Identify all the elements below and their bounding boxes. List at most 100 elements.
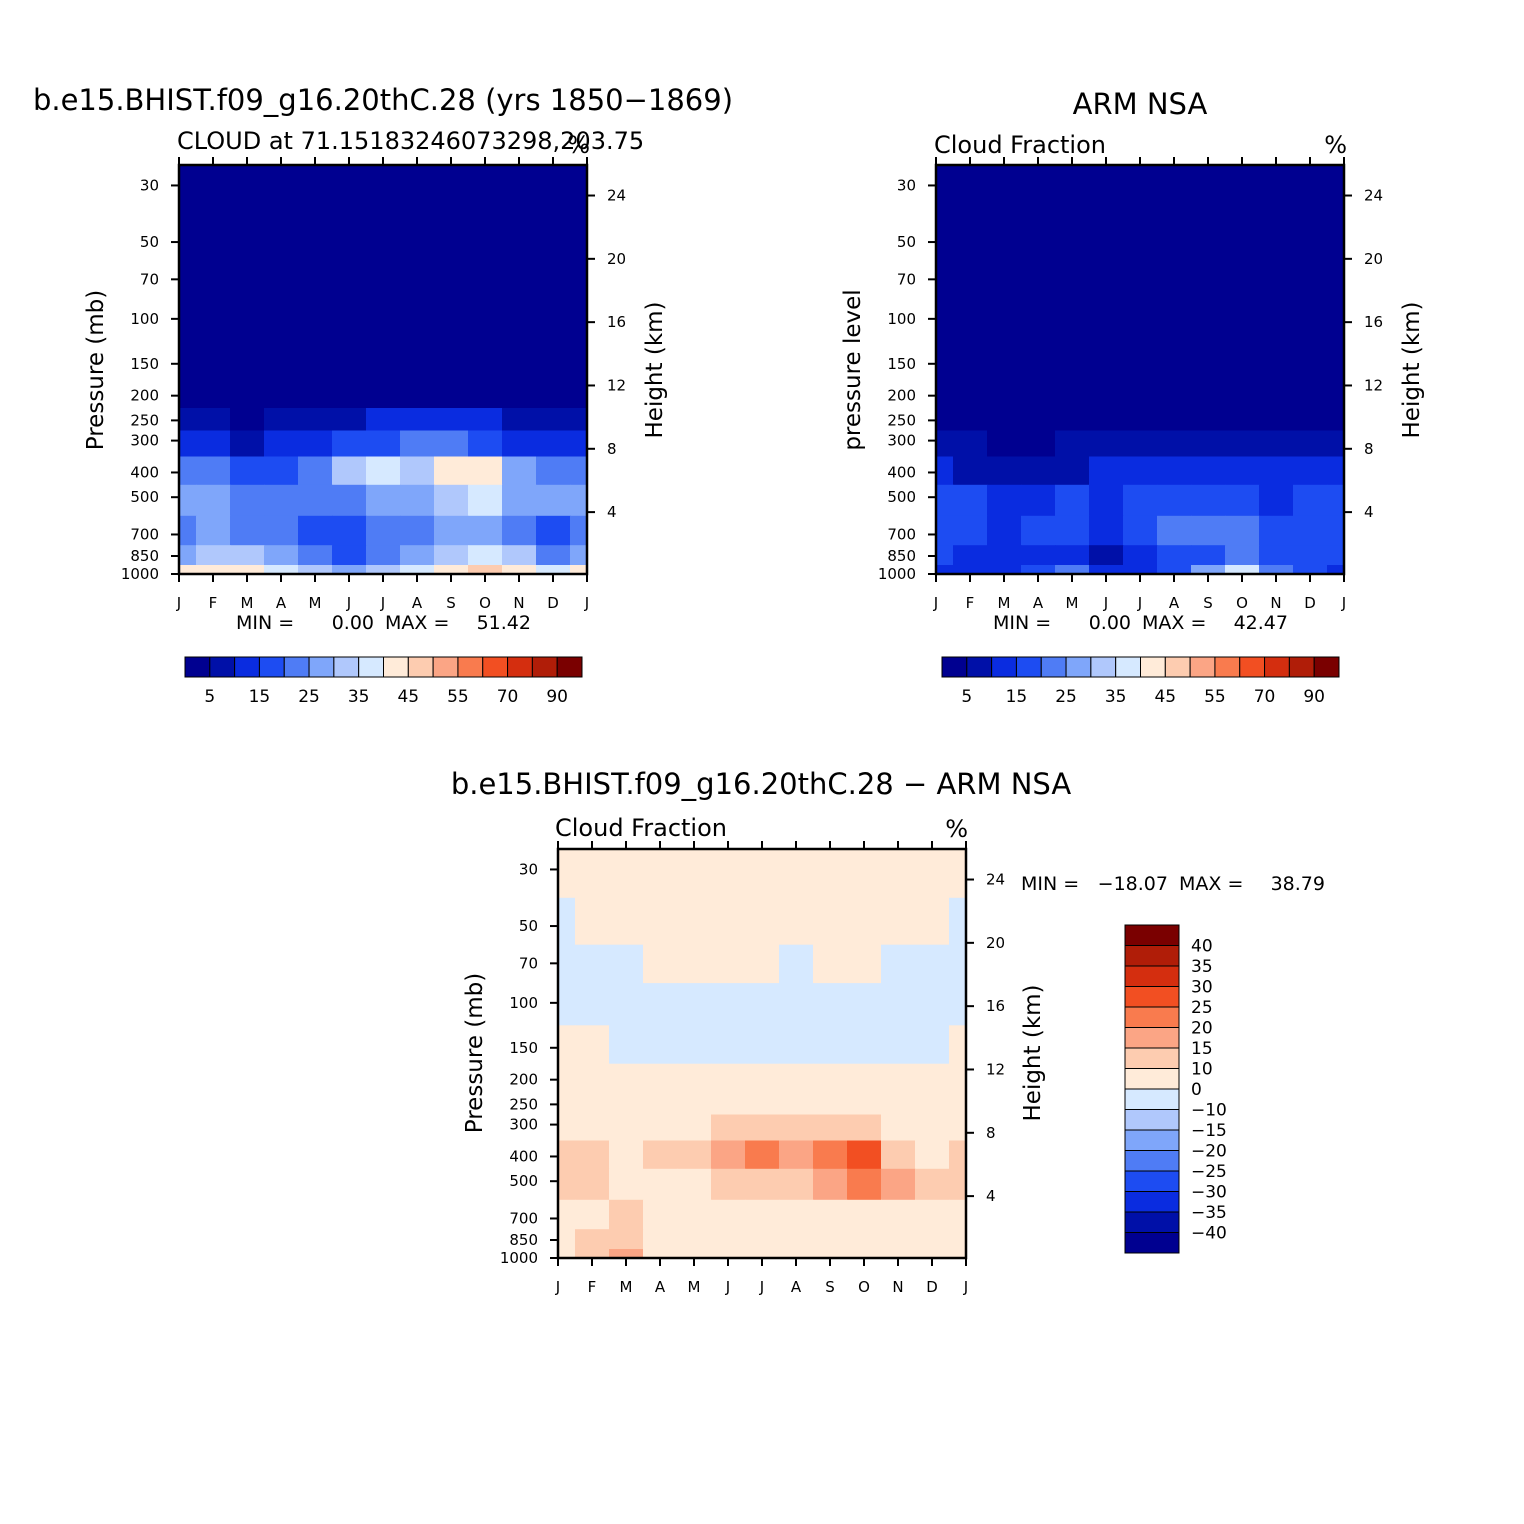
model-cell (468, 299, 503, 342)
obs-cell (1089, 456, 1124, 486)
obs-colorbar-swatch (1065, 656, 1092, 678)
diff-y-tick-label: 400 (509, 1147, 538, 1165)
model-cell (434, 515, 469, 546)
model-cell (264, 456, 299, 486)
model-cell (400, 299, 435, 342)
model-cell (400, 456, 435, 486)
model-cell (196, 565, 231, 575)
diff-cell (575, 1229, 610, 1250)
diff-cell (609, 849, 644, 899)
model-x-tick-label: D (547, 594, 559, 612)
model-cell (434, 379, 469, 409)
diff-max-value: 38.79 (1271, 873, 1325, 895)
obs-cell (1225, 456, 1260, 486)
obs-cell (1157, 299, 1192, 342)
model-cell (570, 430, 588, 458)
model-cell (366, 515, 401, 546)
diff-cell (881, 1229, 916, 1250)
obs-cell (1293, 545, 1328, 566)
obs-cell (1293, 213, 1328, 262)
diff-cell (915, 1114, 950, 1142)
diff-cell (711, 1114, 746, 1142)
diff-min-label: MIN = (1021, 873, 1079, 895)
obs-cell (1225, 484, 1260, 517)
obs-cell (1157, 565, 1192, 575)
model-cell (332, 165, 367, 215)
diff-cell (711, 983, 746, 1026)
diff-cell (677, 1063, 712, 1093)
model-cell (264, 430, 299, 458)
obs-cell (1259, 456, 1294, 486)
model-cell (332, 299, 367, 342)
diff-cell (643, 1140, 678, 1170)
obs-x-tick-label: D (1304, 594, 1316, 612)
model-cell (502, 456, 537, 486)
model-colorbar: 5 15 25 35 45 55 70 90 (184, 656, 583, 707)
model-colorbar-label: 15 (249, 687, 271, 707)
model-cell (400, 260, 435, 300)
obs-colorbar-label: 25 (1055, 687, 1077, 707)
model-subtitle-unit: % (567, 131, 590, 159)
diff-cell (915, 1063, 950, 1093)
diff-cell (558, 1114, 576, 1142)
obs-cell (1157, 545, 1192, 566)
model-colorbar-swatch (432, 656, 459, 678)
diff-cell (949, 1168, 967, 1201)
diff-cell (949, 1063, 967, 1093)
diff-cell (575, 1092, 610, 1116)
obs-cell (1089, 545, 1124, 566)
diff-cell (745, 1092, 780, 1116)
diff-cell (711, 1249, 746, 1259)
diff-colorbar-label: −35 (1191, 1203, 1227, 1223)
model-x-tick-label: M (241, 594, 254, 612)
model-x-tick-label: M (309, 594, 322, 612)
diff-x-tick-label: F (588, 1278, 597, 1296)
diff-cell (779, 1168, 814, 1201)
model-cell (468, 456, 503, 486)
model-plot-area: J F M A M J J A S O N D J 30 50 70 100 150 200 250 300 400 500… (121, 157, 626, 612)
model-colorbar-label: 25 (298, 687, 320, 707)
diff-colorbar-label: 35 (1191, 957, 1213, 977)
model-cell (332, 379, 367, 409)
diff-cell (881, 1114, 916, 1142)
diff-cell (711, 849, 746, 899)
diff-y-axis-label: Pressure (mb) (462, 973, 488, 1133)
diff-cell (558, 1199, 576, 1230)
diff-cell (677, 1199, 712, 1230)
obs-cell (1055, 456, 1090, 486)
obs-y-tick-label: 300 (887, 432, 916, 450)
diff-cell (779, 1229, 814, 1250)
diff-y-axis-right-label: Height (km) (1020, 984, 1046, 1121)
diff-cell (881, 1168, 916, 1201)
obs-cell (1191, 430, 1226, 458)
obs-colorbar-swatch (1288, 656, 1315, 678)
obs-cell (1055, 408, 1090, 432)
diff-cell (847, 1140, 882, 1170)
obs-cell (1021, 515, 1056, 546)
diff-colorbar-label: 20 (1191, 1019, 1213, 1039)
diff-colorbar-swatch (1124, 924, 1180, 946)
obs-cell (1157, 165, 1192, 215)
diff-cell (643, 1199, 678, 1230)
diff-colorbar-swatch (1124, 945, 1180, 967)
obs-y-tick-label: 100 (887, 310, 916, 328)
obs-colorbar: 5 15 25 35 45 55 70 90 (941, 656, 1340, 707)
diff-cell (575, 1063, 610, 1093)
obs-cell (1123, 565, 1158, 575)
model-cell (400, 379, 435, 409)
obs-y-tick-label: 500 (887, 488, 916, 506)
obs-cell (1191, 484, 1226, 517)
model-cell (502, 165, 537, 215)
diff-cell (609, 944, 644, 984)
diff-cell (677, 1140, 712, 1170)
obs-cell (1021, 408, 1056, 432)
obs-cell (987, 213, 1022, 262)
obs-cell (953, 165, 988, 215)
diff-cell (779, 849, 814, 899)
diff-x-tick-label: M (620, 1278, 633, 1296)
model-cell (230, 545, 265, 566)
model-x-tick-label: A (276, 594, 287, 612)
diff-cell (575, 1168, 610, 1201)
diff-cell (881, 944, 916, 984)
diff-cell (745, 897, 780, 946)
